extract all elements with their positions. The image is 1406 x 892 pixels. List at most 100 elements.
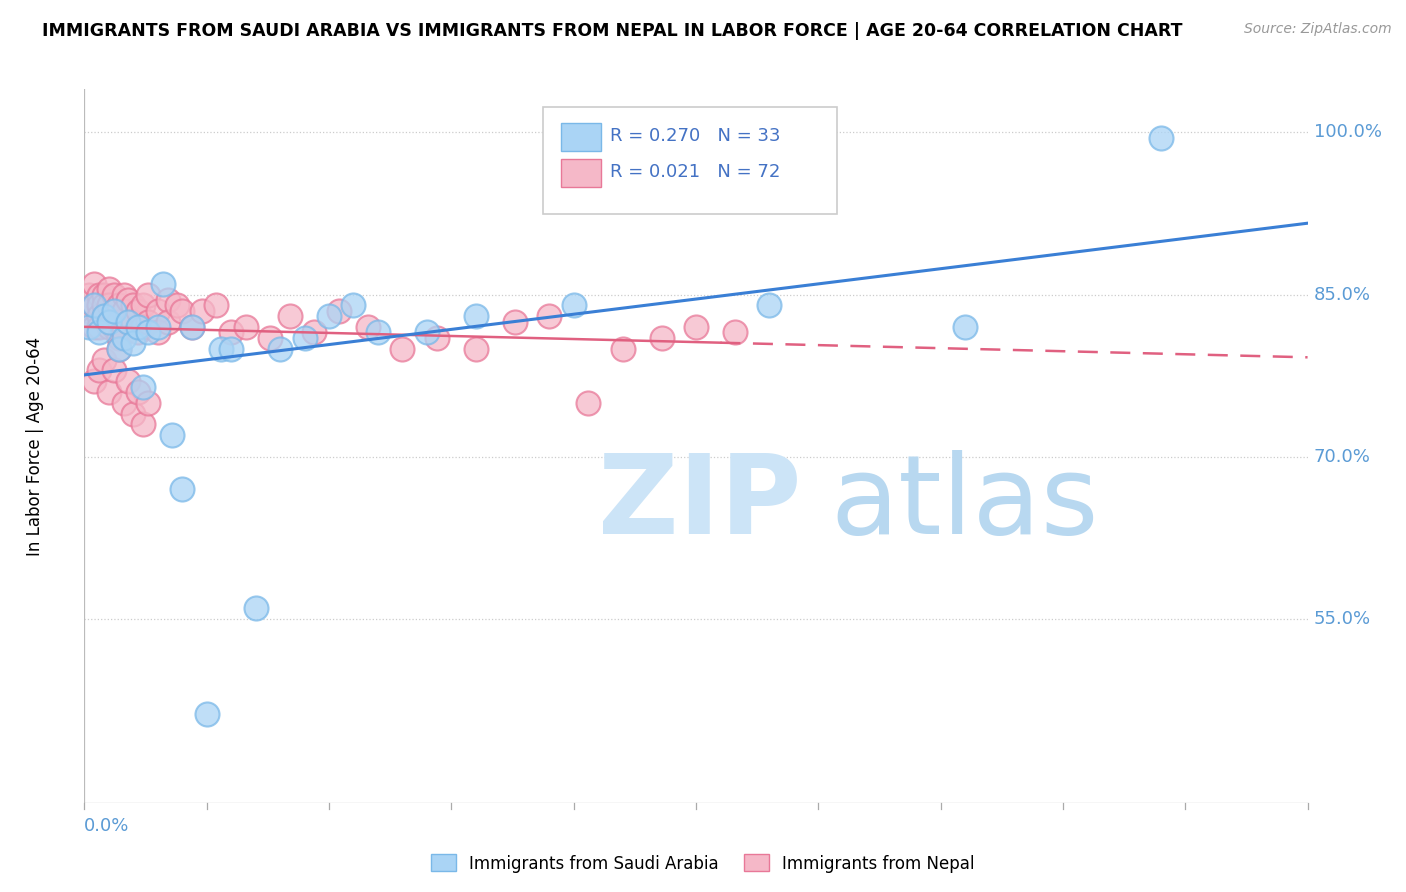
Point <box>97 320 120 334</box>
Point <box>77 303 100 318</box>
Point <box>538 310 561 324</box>
Point <box>357 320 380 334</box>
Point <box>122 336 145 351</box>
Point <box>122 407 145 421</box>
Point <box>209 342 232 356</box>
Point <box>87 363 110 377</box>
Point <box>651 331 673 345</box>
Point <box>83 298 105 312</box>
Point <box>93 352 115 367</box>
Text: 70.0%: 70.0% <box>1313 448 1371 466</box>
Point <box>195 707 218 722</box>
Point <box>304 326 326 340</box>
Point <box>205 298 228 312</box>
Text: R = 0.021   N = 72: R = 0.021 N = 72 <box>610 163 780 181</box>
Point <box>83 298 105 312</box>
Text: 55.0%: 55.0% <box>1313 610 1371 628</box>
Point <box>83 277 105 291</box>
Point <box>464 310 486 324</box>
Text: Source: ZipAtlas.com: Source: ZipAtlas.com <box>1244 22 1392 37</box>
Point <box>328 303 350 318</box>
Point <box>97 384 120 399</box>
Point <box>87 320 110 334</box>
FancyBboxPatch shape <box>543 107 837 214</box>
Point <box>127 320 149 334</box>
Point <box>112 303 135 318</box>
Point <box>103 287 125 301</box>
Point <box>117 293 139 307</box>
Point <box>97 298 120 312</box>
Point <box>83 320 105 334</box>
Point <box>172 303 194 318</box>
Text: In Labor Force | Age 20-64: In Labor Force | Age 20-64 <box>27 336 45 556</box>
Point <box>162 428 184 442</box>
Point <box>219 326 242 340</box>
Text: atlas: atlas <box>831 450 1099 557</box>
Point <box>136 287 159 301</box>
Point <box>117 374 139 388</box>
Point <box>77 287 100 301</box>
Point <box>416 326 439 340</box>
Point <box>117 315 139 329</box>
Point <box>156 293 179 307</box>
Point <box>97 315 120 329</box>
Point <box>576 396 599 410</box>
Point <box>87 298 110 312</box>
Point <box>93 310 115 324</box>
Point <box>136 315 159 329</box>
Point <box>83 374 105 388</box>
Point <box>132 320 155 334</box>
FancyBboxPatch shape <box>561 123 600 152</box>
Point <box>93 298 115 312</box>
Point <box>132 379 155 393</box>
Point <box>107 342 129 356</box>
Point <box>112 287 135 301</box>
Point <box>464 342 486 356</box>
Point <box>132 298 155 312</box>
Point <box>269 342 291 356</box>
Text: IMMIGRANTS FROM SAUDI ARABIA VS IMMIGRANTS FROM NEPAL IN LABOR FORCE | AGE 20-64: IMMIGRANTS FROM SAUDI ARABIA VS IMMIGRAN… <box>42 22 1182 40</box>
Point <box>152 277 174 291</box>
Text: 0.0%: 0.0% <box>84 817 129 835</box>
Point <box>107 342 129 356</box>
Point <box>136 326 159 340</box>
Point <box>93 287 115 301</box>
Point <box>107 331 129 345</box>
Point <box>122 298 145 312</box>
Text: ZIP: ZIP <box>598 450 801 557</box>
Point <box>426 331 449 345</box>
Point <box>103 320 125 334</box>
Point <box>342 298 364 312</box>
Point <box>77 320 100 334</box>
Point <box>245 601 267 615</box>
Point <box>87 287 110 301</box>
Point <box>612 342 634 356</box>
Point <box>97 282 120 296</box>
Point <box>117 315 139 329</box>
Point <box>758 298 780 312</box>
Point <box>107 315 129 329</box>
Text: R = 0.270   N = 33: R = 0.270 N = 33 <box>610 128 780 145</box>
Point <box>367 326 389 340</box>
Point <box>127 384 149 399</box>
Point <box>1150 131 1173 145</box>
Point <box>259 331 281 345</box>
Text: 100.0%: 100.0% <box>1313 123 1382 142</box>
Point <box>136 396 159 410</box>
FancyBboxPatch shape <box>561 159 600 187</box>
Point <box>146 326 169 340</box>
Point <box>166 298 188 312</box>
Point <box>391 342 413 356</box>
Point <box>107 298 129 312</box>
Point <box>93 310 115 324</box>
Point <box>191 303 214 318</box>
Point <box>132 417 155 432</box>
Point <box>318 310 340 324</box>
Point <box>219 342 242 356</box>
Point <box>112 326 135 340</box>
Point <box>562 298 585 312</box>
Point <box>685 320 707 334</box>
Point <box>294 331 316 345</box>
Point <box>156 315 179 329</box>
Point <box>181 320 204 334</box>
